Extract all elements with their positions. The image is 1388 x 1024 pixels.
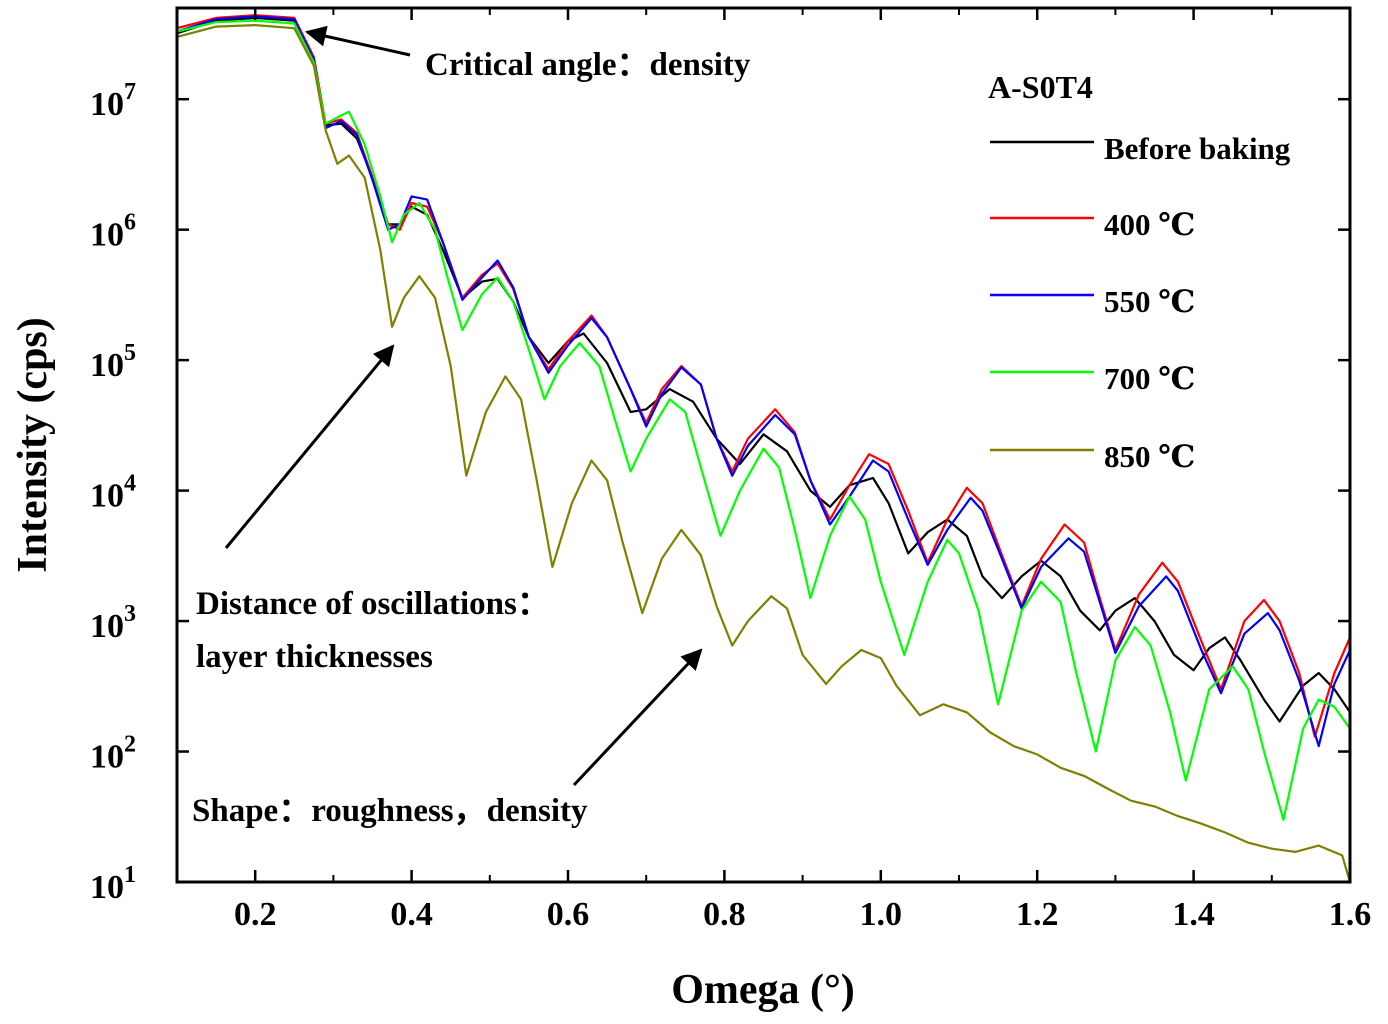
series-line-1 — [177, 14, 1350, 738]
annotation-critical-angle: Critical angle：density — [425, 47, 751, 83]
legend-label-2: 550 ℃ — [1104, 284, 1195, 319]
y-tick-label: 102 — [90, 732, 136, 776]
y-tick-label: 105 — [90, 340, 136, 384]
y-tick-label: 104 — [90, 471, 136, 515]
legend-label-1: 400 ℃ — [1104, 207, 1195, 242]
annotation-oscillations-line1: Distance of oscillations： — [196, 586, 550, 622]
annotation-shape: Shape：roughness，density — [192, 793, 588, 829]
shape-arrow — [572, 648, 703, 787]
legend-label-0: Before baking — [1104, 131, 1291, 166]
x-axis-title: Omega (°) — [671, 967, 855, 1013]
critical-angle-arrow — [304, 25, 411, 57]
x-tick-label: 1.6 — [1329, 896, 1372, 933]
x-tick-label: 0.2 — [234, 896, 277, 933]
legend: A-S0T4 Before baking 400 ℃ 550 ℃ 700 ℃ 850 ℃ — [988, 69, 1291, 474]
y-tick-label: 101 — [90, 862, 136, 906]
x-tick-label: 1.4 — [1172, 896, 1215, 933]
y-tick-label: 103 — [90, 601, 136, 645]
x-tick-label: 0.4 — [390, 896, 433, 933]
ticks-layer: 0.2 0.4 0.6 0.8 1.0 1.2 1.4 1.6 101 102 103 104 105 1… — [90, 8, 1371, 933]
x-tick-label: 1.2 — [1016, 896, 1059, 933]
annotation-oscillations-line2: layer thicknesses — [196, 639, 433, 675]
series-layer — [177, 14, 1350, 882]
y-tick-label: 106 — [90, 210, 136, 254]
x-tick-label: 0.6 — [547, 896, 590, 933]
legend-label-3: 700 ℃ — [1104, 361, 1195, 396]
annotations: Critical angle：density Distance of oscil… — [192, 25, 751, 829]
series-line-3 — [177, 19, 1350, 821]
legend-title: A-S0T4 — [988, 69, 1093, 105]
y-tick-label: 107 — [90, 79, 136, 123]
series-line-4 — [177, 24, 1350, 882]
plot-frame — [175, 6, 1352, 884]
oscillation-arrow — [224, 344, 395, 549]
legend-items: Before baking 400 ℃ 550 ℃ 700 ℃ 850 ℃ — [990, 131, 1291, 474]
x-tick-label: 1.0 — [860, 896, 903, 933]
y-axis-title: Intensity (cps) — [10, 317, 56, 573]
x-tick-label: 0.8 — [703, 896, 746, 933]
legend-label-4: 850 ℃ — [1104, 439, 1195, 474]
